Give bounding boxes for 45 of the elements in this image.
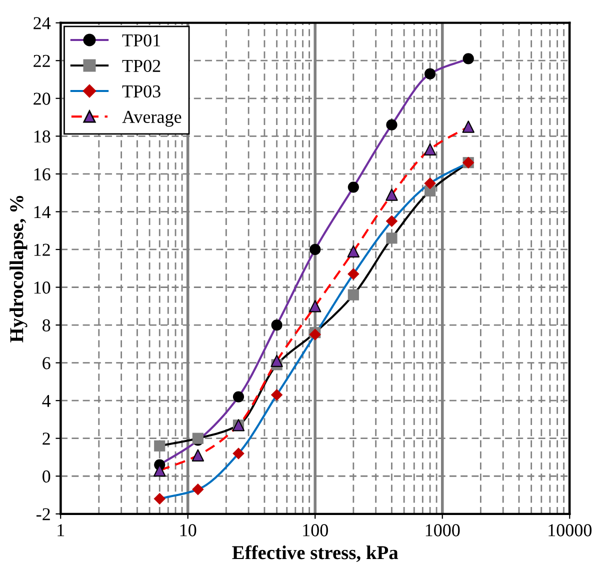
point (386, 188, 398, 201)
x-tick-label: 100 (303, 524, 328, 536)
point (270, 354, 283, 368)
legend-label: TP02 (122, 60, 160, 72)
point (232, 391, 244, 402)
point (309, 300, 322, 312)
y-tick-label: 22 (34, 54, 50, 67)
point (271, 319, 282, 331)
y-tick-label: 2 (42, 432, 50, 445)
legend-label: TP03 (122, 85, 160, 98)
point (270, 389, 283, 401)
y-tick-label: 12 (34, 244, 50, 256)
y-tick-label: 14 (34, 206, 51, 218)
point (462, 53, 474, 64)
point (386, 119, 398, 130)
x-tick-label: 1 (58, 524, 64, 536)
x-tick-label: 10 (180, 524, 196, 536)
x-tick-label: 1000 (426, 524, 460, 536)
point (348, 289, 359, 300)
point (232, 448, 244, 460)
point (348, 268, 360, 280)
point (424, 68, 436, 80)
legend-label: Average (122, 110, 182, 127)
point (386, 215, 398, 228)
y-tick-label: 20 (34, 92, 50, 105)
y-axis-title: Hydrocollapse, % (10, 196, 28, 342)
point (424, 143, 436, 156)
y-tick-label: 24 (34, 17, 51, 30)
point (348, 182, 359, 193)
point (386, 232, 398, 244)
point (424, 177, 436, 190)
y-tick-label: 4 (42, 394, 51, 407)
legend-label: TP01 (122, 34, 160, 46)
x-tick-label: 10000 (548, 524, 592, 536)
point (462, 120, 474, 133)
y-tick-label: 0 (42, 470, 50, 483)
y-tick-label: 10 (34, 282, 50, 294)
y-tick-label: 16 (34, 168, 50, 180)
x-axis-title: Effective stress, kPa (232, 545, 398, 562)
y-tick-label: 6 (42, 357, 50, 370)
y-tick-label: -2 (36, 508, 50, 520)
point (310, 244, 321, 256)
y-tick-label: 18 (34, 130, 50, 143)
y-tick-label: 8 (42, 319, 50, 332)
point (347, 245, 360, 258)
